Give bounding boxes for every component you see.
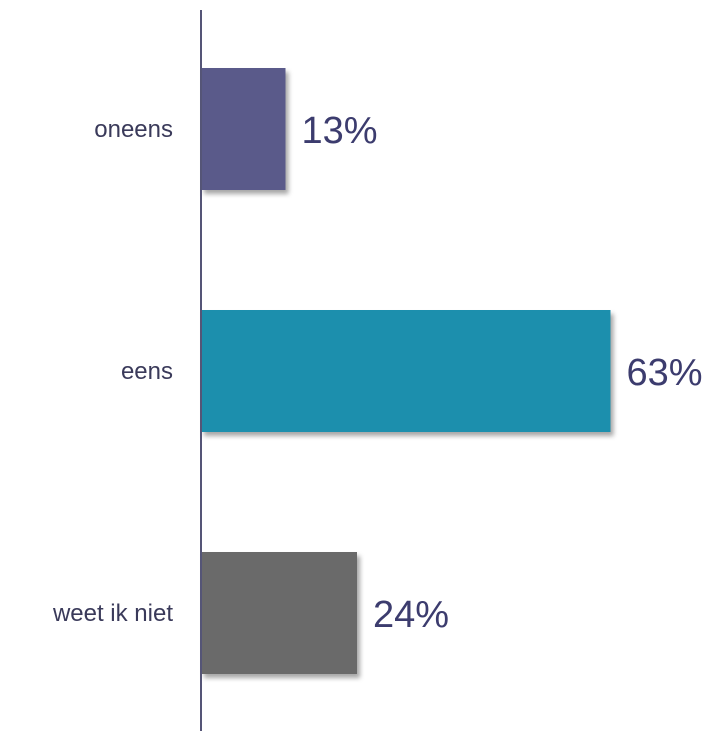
value-labels: 13% 63% 24% bbox=[302, 110, 703, 636]
bar-weet-ik-niet bbox=[201, 552, 357, 674]
category-label: weet ik niet bbox=[52, 600, 173, 627]
category-label: eens bbox=[121, 358, 173, 385]
value-label: 13% bbox=[302, 110, 378, 152]
category-labels: oneens eens weet ik niet bbox=[52, 116, 173, 627]
bar-eens bbox=[201, 310, 611, 432]
bars-layer bbox=[201, 68, 611, 674]
category-label: oneens bbox=[94, 116, 173, 143]
bar-oneens bbox=[201, 68, 286, 190]
value-label: 24% bbox=[373, 594, 449, 636]
value-label: 63% bbox=[627, 352, 703, 394]
